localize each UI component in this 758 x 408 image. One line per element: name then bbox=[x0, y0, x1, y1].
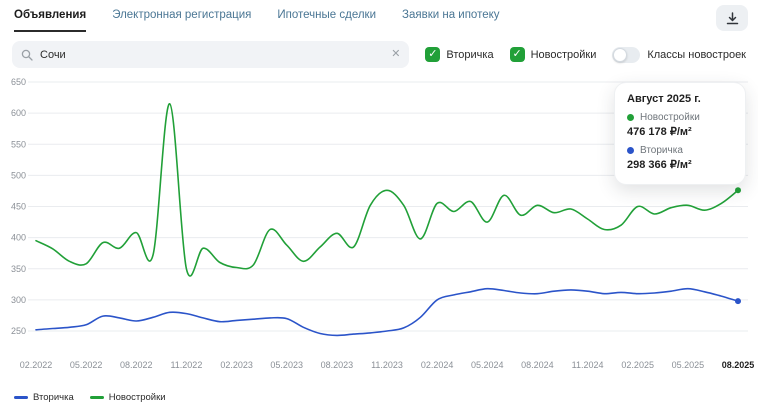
toggle-track[interactable] bbox=[612, 46, 641, 63]
download-icon bbox=[726, 11, 738, 24]
legend-item-secondary: Вторичка bbox=[14, 392, 74, 403]
toggle-label: Классы новостроек bbox=[647, 48, 746, 61]
svg-text:05.2023: 05.2023 bbox=[270, 360, 303, 370]
svg-text:350: 350 bbox=[11, 264, 26, 274]
tab-mortgage-applications[interactable]: Заявки на ипотеку bbox=[402, 9, 500, 21]
checkbox-checked-icon: ✓ bbox=[509, 47, 525, 62]
search-value: Сочи bbox=[40, 48, 66, 61]
svg-text:05.2024: 05.2024 bbox=[471, 360, 504, 370]
tab-electronic-registration[interactable]: Электронная регистрация bbox=[112, 9, 252, 21]
svg-text:450: 450 bbox=[11, 202, 26, 212]
svg-text:600: 600 bbox=[11, 108, 26, 118]
svg-text:400: 400 bbox=[11, 233, 26, 243]
legend-secondary-label: Вторичка bbox=[33, 392, 74, 403]
svg-text:11.2023: 11.2023 bbox=[371, 360, 403, 370]
svg-text:11.2024: 11.2024 bbox=[572, 360, 604, 370]
search-input[interactable]: Сочи ✕ bbox=[12, 41, 410, 68]
svg-text:250: 250 bbox=[11, 326, 26, 336]
newbuildings-line-icon bbox=[89, 396, 104, 399]
legend-newbuildings-label: Новостройки bbox=[108, 392, 166, 403]
tooltip-title: Август 2025 г. bbox=[627, 93, 701, 105]
tooltip-secondary-label: Вторичка bbox=[640, 145, 683, 156]
tooltip-secondary-value: 298 366 ₽/м² bbox=[627, 159, 692, 171]
chart-legend: Вторичка Новостройки bbox=[14, 392, 166, 403]
newbuildings-dot-icon bbox=[627, 114, 634, 121]
download-button[interactable] bbox=[716, 5, 748, 31]
svg-text:650: 650 bbox=[11, 77, 26, 87]
svg-text:11.2022: 11.2022 bbox=[170, 360, 202, 370]
search-icon bbox=[21, 49, 33, 61]
svg-text:300: 300 bbox=[11, 295, 26, 305]
chart-area: 250 300 350 400 450 500 550 600 650 02.2022 05.202… bbox=[0, 72, 758, 384]
svg-text:02.2024: 02.2024 bbox=[421, 360, 454, 370]
toggle-newbuilding-classes[interactable]: Классы новостроек bbox=[612, 46, 746, 63]
svg-text:500: 500 bbox=[11, 170, 26, 180]
svg-text:02.2022: 02.2022 bbox=[20, 360, 53, 370]
checkbox-secondary[interactable]: ✓ Вторичка bbox=[425, 47, 494, 62]
svg-text:08.2024: 08.2024 bbox=[521, 360, 554, 370]
svg-text:02.2023: 02.2023 bbox=[220, 360, 253, 370]
tooltip-newbuildings-value: 476 178 ₽/м² bbox=[627, 126, 692, 138]
clear-search-button[interactable]: ✕ bbox=[391, 48, 401, 60]
controls-row: Сочи ✕ ✓ Вторичка ✓ Новостройки Классы н… bbox=[12, 41, 746, 68]
chart-tooltip: Август 2025 г. Новостройки 476 178 ₽/м² … bbox=[614, 82, 746, 185]
svg-text:05.2022: 05.2022 bbox=[70, 360, 103, 370]
secondary-line-icon bbox=[14, 396, 28, 399]
svg-text:08.2025: 08.2025 bbox=[722, 360, 755, 370]
checkbox-secondary-label: Вторичка bbox=[446, 48, 494, 61]
legend-item-newbuildings: Новостройки bbox=[89, 392, 166, 403]
checkbox-checked-icon: ✓ bbox=[425, 47, 441, 62]
secondary-dot-icon bbox=[627, 147, 634, 154]
tooltip-newbuildings-label: Новостройки bbox=[640, 112, 700, 123]
tab-mortgage-deals[interactable]: Ипотечные сделки bbox=[277, 9, 377, 21]
svg-text:08.2023: 08.2023 bbox=[321, 360, 354, 370]
svg-text:02.2025: 02.2025 bbox=[621, 360, 654, 370]
tab-ads[interactable]: Объявления bbox=[14, 9, 87, 32]
checkbox-newbuildings-label: Новостройки bbox=[530, 48, 597, 61]
svg-text:550: 550 bbox=[11, 139, 26, 149]
toggle-knob bbox=[613, 47, 628, 62]
svg-text:08.2022: 08.2022 bbox=[120, 360, 153, 370]
svg-text:05.2025: 05.2025 bbox=[672, 360, 705, 370]
checkbox-newbuildings[interactable]: ✓ Новостройки bbox=[509, 47, 597, 62]
tab-bar: Объявления Электронная регистрация Ипоте… bbox=[0, 0, 758, 32]
